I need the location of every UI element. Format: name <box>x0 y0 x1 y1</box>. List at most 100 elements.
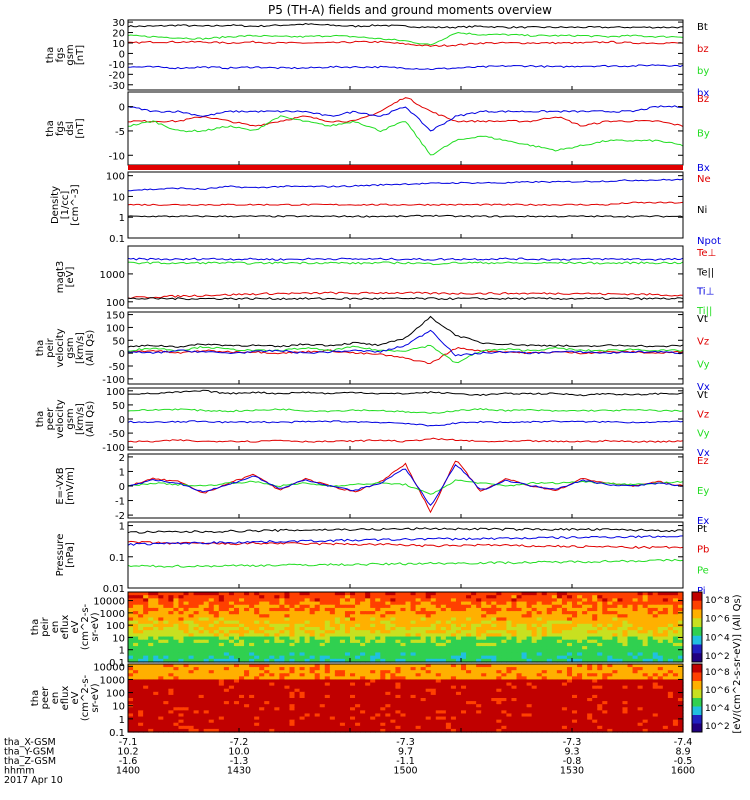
heatmap-cell <box>198 607 205 612</box>
heatmap-cell <box>133 614 139 619</box>
heatmap-cell <box>385 649 391 654</box>
heatmap-cell <box>309 614 316 619</box>
heatmap-cell <box>430 627 437 631</box>
heatmap-cell <box>667 694 674 699</box>
heatmap-cell <box>324 679 331 684</box>
heatmap-cell <box>577 691 583 696</box>
heatmap-cell <box>138 642 144 647</box>
heatmap-cell <box>350 627 356 631</box>
heatmap-cell <box>153 698 159 702</box>
heatmap-cell <box>461 719 467 724</box>
heatmap-cell <box>536 633 543 638</box>
heatmap-cell <box>193 707 200 711</box>
heatmap-cell <box>254 592 260 596</box>
heatmap-cell <box>254 713 260 718</box>
heatmap-cell <box>476 688 482 693</box>
heatmap-cell <box>148 630 154 634</box>
heatmap-cell <box>289 598 296 603</box>
heatmap-cell <box>677 607 684 612</box>
heatmap-cell <box>143 719 149 724</box>
heatmap-cell <box>355 664 361 668</box>
heatmap-cell <box>582 676 588 681</box>
heatmap-cell <box>249 698 255 702</box>
heatmap-cell <box>592 636 598 641</box>
heatmap-cell <box>233 592 240 596</box>
heatmap-cell <box>496 598 502 603</box>
heatmap-cell <box>228 604 235 609</box>
heatmap-cell <box>627 694 634 699</box>
heatmap-cell <box>128 667 134 671</box>
heatmap-cell <box>254 694 260 699</box>
heatmap-cell <box>324 691 331 696</box>
heatmap-cell <box>667 658 674 663</box>
heatmap-cell <box>642 664 649 668</box>
heatmap-cell <box>632 627 639 631</box>
heatmap-cell <box>637 670 644 674</box>
heatmap-cell <box>203 611 210 615</box>
heatmap-cell <box>556 673 563 677</box>
heatmap-cell <box>168 698 175 702</box>
heatmap-cell <box>213 673 220 677</box>
heatmap-cell <box>223 667 230 671</box>
heatmap-cell <box>652 658 659 663</box>
heatmap-cell <box>405 646 412 650</box>
heatmap-cell <box>506 623 513 628</box>
heatmap-cell <box>208 623 215 628</box>
heatmap-cell <box>501 649 508 654</box>
heatmap-cell <box>420 691 427 696</box>
heatmap-cell <box>566 688 573 693</box>
heatmap-cell <box>294 664 301 668</box>
heatmap-cell <box>153 636 159 641</box>
heatmap-cell <box>481 682 487 687</box>
heatmap-cell <box>339 698 346 702</box>
heatmap-cell <box>309 722 316 727</box>
heatmap-cell <box>259 676 265 681</box>
heatmap-cell <box>425 627 432 631</box>
heatmap-cell <box>284 611 291 615</box>
heatmap-cell <box>375 604 381 609</box>
heatmap-cell <box>218 707 225 711</box>
heatmap-cell <box>405 611 412 615</box>
heatmap-cell <box>566 685 573 690</box>
heatmap-cell <box>223 658 230 663</box>
y-axis-label-line: [mV/m] <box>65 467 76 505</box>
heatmap-cell <box>188 698 195 702</box>
heatmap-cell <box>244 688 250 693</box>
heatmap-cell <box>133 655 139 660</box>
heatmap-cell <box>617 595 624 599</box>
heatmap-cell <box>440 716 447 721</box>
y-axis-label-line: peir <box>45 337 56 357</box>
legend-label: Vx <box>697 382 710 393</box>
heatmap-cell <box>430 607 437 612</box>
heatmap-cell <box>360 611 366 615</box>
heatmap-cell <box>153 614 159 619</box>
heatmap-cell <box>284 701 291 705</box>
heatmap-cell <box>541 676 548 681</box>
heatmap-cell <box>249 620 255 625</box>
heatmap-cell <box>314 607 321 612</box>
heatmap-cell <box>551 691 558 696</box>
heatmap-cell <box>556 676 563 681</box>
heatmap-cell <box>440 682 447 687</box>
y-axis-label-line: [km/s] <box>75 403 86 435</box>
heatmap-cell <box>471 655 477 660</box>
heatmap-cell <box>501 688 508 693</box>
heatmap-cell <box>556 670 563 674</box>
heatmap-cell <box>218 694 225 699</box>
legend-label: Npot <box>697 236 721 247</box>
heatmap-cell <box>667 685 674 690</box>
heatmap-cell <box>597 664 603 668</box>
heatmap-cell <box>582 673 588 677</box>
heatmap-cell <box>526 691 533 696</box>
heatmap-cell <box>410 719 417 724</box>
heatmap-cell <box>455 595 462 599</box>
heatmap-cell <box>521 630 528 634</box>
heatmap-cell <box>602 670 608 674</box>
heatmap-cell <box>375 685 381 690</box>
heatmap-cell <box>223 698 230 702</box>
heatmap-cell <box>511 682 518 687</box>
heatmap-cell <box>355 617 361 622</box>
heatmap-cell <box>405 716 412 721</box>
heatmap-cell <box>304 691 311 696</box>
heatmap-cell <box>592 716 598 721</box>
